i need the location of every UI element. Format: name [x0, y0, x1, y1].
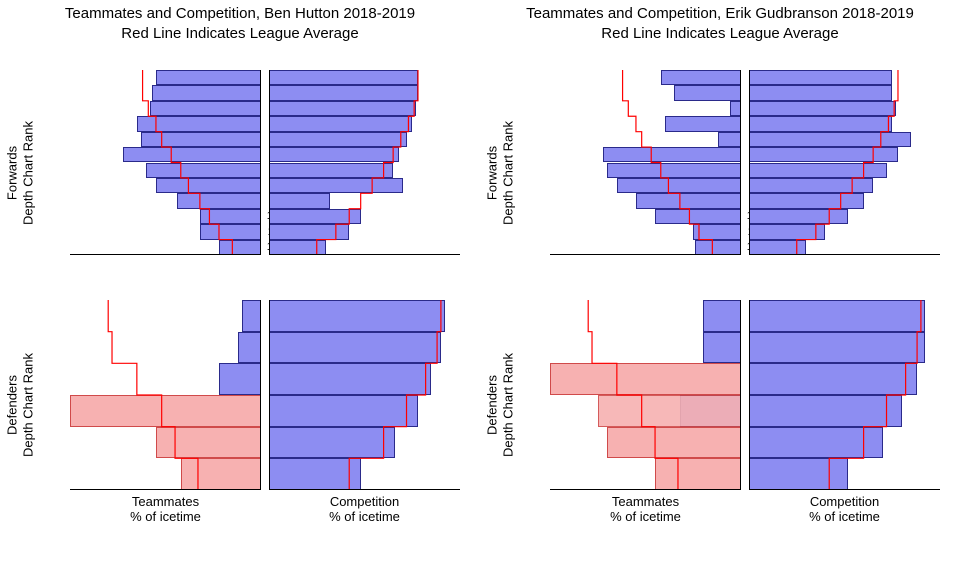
bar	[703, 332, 741, 364]
bar	[617, 178, 741, 193]
bar	[219, 240, 261, 255]
panel-defenders: DefendersDepth Chart Rank 123456Teammates…	[480, 300, 960, 510]
player-title: Teammates and Competition, Erik Gudbrans…	[480, 0, 960, 43]
bar	[636, 193, 741, 208]
bar	[269, 458, 361, 490]
bar	[123, 147, 261, 162]
bar	[269, 427, 395, 459]
bar	[749, 116, 892, 131]
bar	[749, 178, 873, 193]
bar	[703, 300, 741, 332]
bar	[269, 101, 416, 116]
chart-container: Teammates and Competition, Ben Hutton 20…	[0, 0, 960, 575]
x-axis-label: Teammates% of icetime	[70, 494, 261, 525]
bar	[749, 363, 917, 395]
bar	[269, 147, 399, 162]
bar	[269, 395, 418, 427]
bar	[269, 240, 326, 255]
bar	[269, 132, 407, 147]
bar	[269, 193, 330, 208]
bar	[749, 224, 825, 239]
bar	[269, 300, 445, 332]
bar	[141, 132, 261, 147]
bar	[181, 458, 261, 490]
bar	[200, 224, 261, 239]
player-title: Teammates and Competition, Ben Hutton 20…	[0, 0, 480, 43]
bar	[749, 193, 864, 208]
bar	[150, 101, 261, 116]
x-axis-label: Teammates% of icetime	[550, 494, 741, 525]
bar	[269, 363, 431, 395]
bar	[242, 300, 261, 332]
bar	[156, 70, 261, 85]
bar	[749, 458, 848, 490]
bar	[749, 85, 892, 100]
x-axis-label: Competition% of icetime	[269, 494, 460, 525]
player-column-hutton: Teammates and Competition, Ben Hutton 20…	[0, 0, 480, 575]
bar	[269, 178, 403, 193]
subpanel-competition: Competition% of icetime	[749, 70, 940, 255]
subpanel-teammates: 123456Teammates% of icetime	[550, 300, 741, 490]
bar	[749, 147, 898, 162]
bar	[655, 209, 741, 224]
bar	[749, 427, 883, 459]
subpanel-teammates: 123456Teammates% of icetime	[70, 300, 261, 490]
subpanel-competition: Competition% of icetime	[269, 70, 460, 255]
bar	[718, 132, 741, 147]
bar	[749, 332, 925, 364]
bar	[219, 363, 261, 395]
panel-forwards: ForwardsDepth Chart Rank 123456789101112T…	[480, 70, 960, 275]
bar	[749, 209, 848, 224]
x-axis-label: Competition% of icetime	[749, 494, 940, 525]
bar	[693, 224, 741, 239]
bar	[238, 332, 261, 364]
y-axis-label: DefendersDepth Chart Rank	[4, 325, 35, 485]
bar	[749, 163, 887, 178]
bar	[177, 193, 261, 208]
subpanel-competition: Competition% of icetime	[269, 300, 460, 490]
bar	[269, 224, 349, 239]
bar	[607, 163, 741, 178]
bar	[749, 132, 911, 147]
subpanel-teammates: 123456789101112Teammates% of icetime	[70, 70, 261, 255]
panel-defenders: DefendersDepth Chart Rank 123456Teammates…	[0, 300, 480, 510]
bar	[137, 116, 261, 131]
bar	[152, 85, 261, 100]
bar	[749, 70, 892, 85]
bar	[603, 147, 741, 162]
bar	[655, 458, 741, 490]
bar	[695, 240, 741, 255]
bar	[269, 332, 441, 364]
bar	[749, 395, 902, 427]
bar	[749, 300, 925, 332]
bar	[607, 427, 741, 459]
bar	[665, 116, 741, 131]
subpanel-teammates: 123456789101112Teammates% of icetime	[550, 70, 741, 255]
bar	[200, 209, 261, 224]
bar	[269, 70, 418, 85]
bar	[156, 178, 261, 193]
bar-overlay	[598, 395, 741, 427]
bar	[269, 85, 418, 100]
y-axis-label: DefendersDepth Chart Rank	[484, 325, 515, 485]
bar	[146, 163, 261, 178]
bar	[269, 116, 412, 131]
panel-forwards: ForwardsDepth Chart Rank 123456789101112T…	[0, 70, 480, 275]
player-column-gudbranson: Teammates and Competition, Erik Gudbrans…	[480, 0, 960, 575]
bar	[70, 395, 261, 427]
bar	[749, 101, 896, 116]
bar	[269, 163, 393, 178]
bar	[661, 70, 741, 85]
y-axis-label: ForwardsDepth Chart Rank	[4, 93, 35, 253]
bar	[674, 85, 741, 100]
bar	[550, 363, 741, 395]
subpanel-competition: Competition% of icetime	[749, 300, 940, 490]
y-axis-label: ForwardsDepth Chart Rank	[484, 93, 515, 253]
bar	[749, 240, 806, 255]
bar	[156, 427, 261, 459]
bar	[269, 209, 361, 224]
